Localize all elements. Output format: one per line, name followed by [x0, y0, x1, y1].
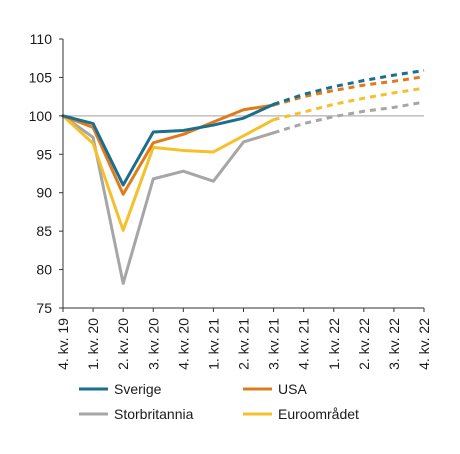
series-line-storbritannia: [61, 114, 276, 285]
x-tick-label: 4. kv. 19: [55, 318, 71, 370]
series-projection-sverige: [273, 69, 425, 106]
x-tick-label: 4. kv. 20: [175, 318, 191, 370]
legend-label-euroomr-det: Euroområdet: [278, 406, 359, 422]
series-line-usa: [61, 103, 276, 196]
plot-area: [61, 69, 425, 285]
series-projection-storbritannia: [273, 100, 425, 135]
x-tick-label: 2. kv. 22: [356, 318, 372, 370]
x-axis: 4. kv. 19 1. kv. 20 2. kv. 20 3. kv. 20 4. k…: [55, 307, 432, 370]
legend-label-sverige: Sverige: [114, 381, 162, 397]
x-tick-label: 2. kv. 20: [115, 318, 131, 370]
series-projection-usa: [273, 75, 425, 107]
y-tick-label: 95: [36, 146, 52, 162]
legend-label-usa: USA: [278, 381, 307, 397]
x-tick-label: 4. kv. 21: [296, 318, 312, 370]
y-tick-label: 80: [36, 262, 52, 278]
x-tick-label: 2. kv. 21: [236, 318, 252, 370]
y-tick-label: 75: [36, 300, 52, 316]
y-tick-label: 100: [29, 108, 53, 124]
y-axis: 75 80 85 90 95 100 105 110: [29, 31, 64, 316]
y-tick-label: 105: [29, 69, 53, 85]
y-tick-label: 90: [36, 185, 52, 201]
x-tick-label: 3. kv. 21: [266, 318, 282, 370]
x-tick-label: 1. kv. 21: [205, 318, 221, 370]
y-tick-label: 110: [30, 31, 53, 47]
x-tick-label: 1. kv. 22: [326, 318, 342, 370]
y-tick-label: 85: [36, 223, 52, 239]
series-line-euroomr-det: [61, 114, 276, 232]
x-tick-label: 4. kv. 22: [416, 318, 432, 370]
legend: Sverige USA Storbritannia Euroområdet: [79, 381, 359, 422]
legend-label-storbritannia: Storbritannia: [114, 406, 194, 422]
series-projection-euroomr-det: [273, 86, 425, 122]
x-tick-label: 3. kv. 20: [145, 318, 161, 370]
series-line-sverige: [61, 102, 276, 187]
x-tick-label: 3. kv. 22: [386, 318, 402, 370]
x-tick-label: 1. kv. 20: [85, 318, 101, 370]
